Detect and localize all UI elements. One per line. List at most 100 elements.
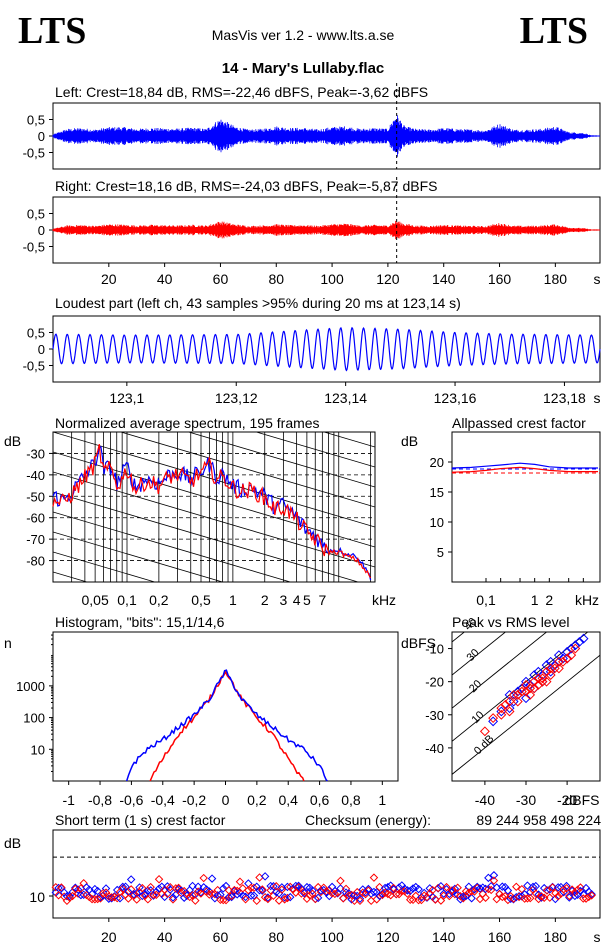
y-tick-label: 20 bbox=[430, 455, 444, 470]
x-tick-label: 123,16 bbox=[434, 390, 477, 406]
pvr-diagonal bbox=[452, 654, 600, 775]
pvr-point-right bbox=[529, 683, 540, 694]
shortterm-point-right bbox=[459, 893, 468, 903]
spectrum-ylabel: dB bbox=[4, 433, 21, 449]
shortterm-point-right bbox=[235, 877, 245, 886]
shortterm-point-left bbox=[193, 882, 203, 891]
pvr-point-right bbox=[504, 706, 515, 717]
shortterm-point-right bbox=[576, 883, 585, 892]
shortterm-point-left bbox=[249, 891, 259, 900]
allpass-series-left bbox=[451, 462, 598, 469]
shortterm-title: Short term (1 s) crest factor bbox=[55, 812, 226, 828]
spectrum-series-left bbox=[52, 445, 372, 581]
shortterm-ylabel: dB bbox=[4, 835, 21, 851]
spectrum-slope bbox=[53, 551, 157, 582]
shortterm-point-right bbox=[82, 890, 91, 900]
shortterm-point-left bbox=[157, 882, 167, 891]
shortterm-point-right bbox=[174, 883, 183, 893]
shortterm-point-right bbox=[506, 891, 515, 901]
pvr-point-right bbox=[545, 670, 556, 680]
y-tick-label: -40 bbox=[425, 741, 444, 756]
spectrum-slope bbox=[53, 491, 360, 582]
shortterm-point-right bbox=[224, 886, 234, 895]
shortterm-point-left bbox=[489, 871, 499, 880]
shortterm-point-right bbox=[394, 889, 404, 899]
spectrum-grid bbox=[53, 432, 375, 767]
histogram-title: Histogram, "bits": 15,1/14,6 bbox=[55, 614, 225, 630]
pvr-point-right bbox=[562, 653, 573, 664]
x-tick-label: 100 bbox=[320, 929, 344, 945]
shortterm-point-right bbox=[372, 895, 381, 904]
pvr-point-right bbox=[570, 643, 581, 654]
shortterm-point-right bbox=[512, 882, 521, 892]
x-unit: s bbox=[594, 390, 601, 406]
pvr-point-right bbox=[479, 726, 490, 737]
x-tick-label: 123,14 bbox=[324, 390, 367, 406]
y-tick-label: 0 bbox=[38, 342, 45, 357]
pvr-diagonal bbox=[452, 632, 548, 709]
shortterm-point-right bbox=[258, 885, 267, 894]
pvr-point-right bbox=[521, 680, 531, 690]
shortterm-point-left bbox=[82, 883, 91, 892]
pvr-point-right bbox=[553, 663, 564, 674]
shortterm-point-left bbox=[397, 881, 407, 890]
spectrum-slope bbox=[53, 672, 375, 767]
shortterm-point-right bbox=[587, 891, 596, 900]
x-tick-label: -30 bbox=[516, 792, 536, 808]
pvr-point-right bbox=[541, 666, 552, 677]
pvr-diagonal-label: 10 bbox=[469, 709, 486, 726]
shortterm-point-right bbox=[146, 882, 155, 892]
pvr-point-left bbox=[537, 670, 548, 680]
shortterm-point-right bbox=[272, 882, 281, 891]
x-tick-label: 0,8 bbox=[341, 792, 361, 808]
shortterm-point-left bbox=[252, 882, 261, 891]
x-tick-label: 180 bbox=[544, 929, 568, 945]
shortterm-point-right bbox=[489, 876, 499, 885]
shortterm-point-left bbox=[241, 892, 250, 902]
x-unit: dBFS bbox=[564, 792, 599, 808]
pvr-diagonal bbox=[452, 632, 589, 742]
shortterm-point-right bbox=[336, 876, 345, 886]
shortterm-point-left bbox=[355, 894, 365, 903]
allpass-title: Allpassed crest factor bbox=[452, 415, 586, 431]
x-tick-label: -0,6 bbox=[119, 792, 143, 808]
shortterm-point-right bbox=[96, 894, 105, 903]
y-tick-label: -0,5 bbox=[23, 359, 45, 374]
shortterm-point-left bbox=[447, 887, 457, 897]
shortterm-point-right bbox=[221, 895, 231, 905]
shortterm-point-left bbox=[445, 889, 454, 899]
shortterm-point-right bbox=[475, 894, 485, 904]
x-tick-label: 1 bbox=[531, 592, 539, 608]
shortterm-point-right bbox=[232, 886, 242, 896]
logo-left: LTS bbox=[18, 10, 87, 52]
shortterm-point-left bbox=[165, 885, 175, 894]
shortterm-point-right bbox=[403, 889, 412, 898]
shortterm-point-right bbox=[525, 893, 535, 903]
shortterm-point-left bbox=[112, 885, 122, 895]
shortterm-point-right bbox=[308, 889, 317, 899]
x-tick-label: 0,6 bbox=[310, 792, 330, 808]
pvr-point-right bbox=[496, 709, 507, 720]
shortterm-point-left bbox=[299, 888, 309, 898]
shortterm-point-right bbox=[361, 889, 370, 899]
x-unit: kHz bbox=[372, 592, 396, 608]
shortterm-point-left bbox=[168, 893, 178, 902]
shortterm-point-right bbox=[124, 894, 133, 903]
x-tick-label: 60 bbox=[213, 271, 229, 287]
shortterm-point-right bbox=[252, 896, 261, 906]
shortterm-point-right bbox=[165, 882, 175, 892]
shortterm-point-left bbox=[98, 891, 108, 900]
shortterm-point-left bbox=[202, 885, 211, 894]
shortterm-frame bbox=[52, 829, 601, 919]
shortterm-point-left bbox=[428, 892, 437, 902]
x-tick-label: 3 bbox=[279, 592, 287, 608]
pvr-diagonal-label: 0 dB bbox=[472, 733, 496, 757]
shortterm-point-right bbox=[570, 888, 580, 897]
histogram-ylabel: n bbox=[4, 635, 12, 651]
pvr-point-right bbox=[512, 689, 523, 700]
pvr-point-left bbox=[529, 670, 540, 680]
x-tick-label: 1 bbox=[378, 792, 386, 808]
shortterm-point-right bbox=[65, 893, 74, 902]
y-tick-label: 0,5 bbox=[27, 113, 45, 128]
